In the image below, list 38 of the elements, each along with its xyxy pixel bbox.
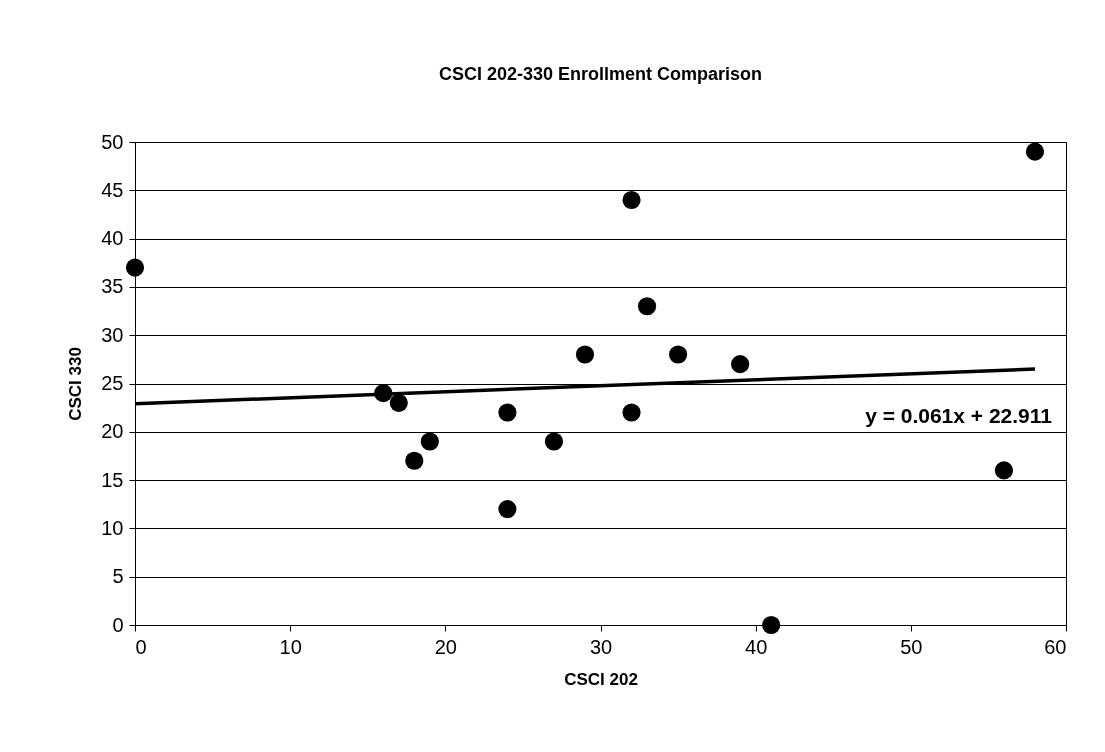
point [622,403,641,422]
y-tick-label: 25 [101,372,124,394]
point [762,615,781,635]
point [1025,142,1045,161]
point [669,345,688,364]
point [498,403,517,422]
x-tick-label: 10 [279,635,302,658]
y-tick-label: 40 [101,227,124,250]
point [994,461,1014,480]
point [637,297,657,316]
point [405,451,424,470]
point [575,345,595,364]
y-tick-label: 35 [101,275,124,298]
y-tick-label: 30 [101,323,124,346]
y-tick-label: 45 [101,178,124,201]
point [420,432,439,451]
point [622,190,641,210]
chart-title: CSCI 202-330 Enrollment Comparison [438,64,763,84]
x-axis-title: CSCI 202 [564,669,638,689]
y-tick-label: 20 [101,420,124,443]
y-axis-title: CSCI 330 [66,347,86,421]
point [125,258,145,277]
x-tick-label: 60 [1044,635,1067,658]
y-tick-label: 0 [112,613,124,636]
y-tick-label: 50 [101,130,124,153]
x-tick-label: 0 [135,635,147,658]
x-tick-label: 30 [589,635,613,658]
x-tick-label: 40 [745,635,768,658]
y-tick-label: 5 [112,565,124,588]
point [389,393,408,412]
point [544,432,564,451]
y-tick-label: 15 [101,468,124,491]
annotation: y = 0.061x + 22.911 [865,404,1053,428]
x-tick-label: 50 [900,635,923,658]
point [498,500,517,519]
x-tick-label: 20 [434,635,457,658]
point [731,355,750,374]
y-tick-label: 10 [101,516,124,539]
